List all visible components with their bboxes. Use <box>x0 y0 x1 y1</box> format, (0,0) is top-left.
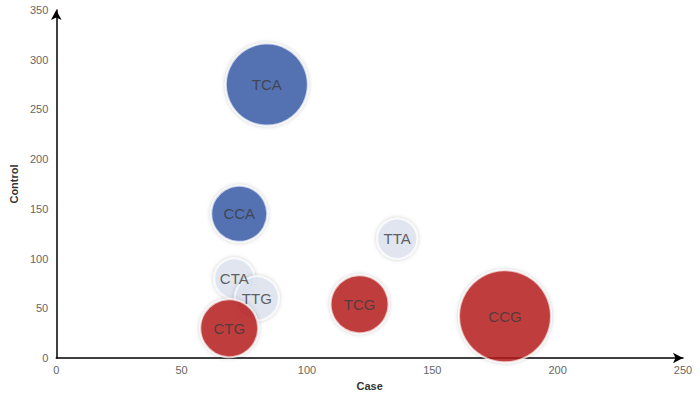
svg-text:TCA: TCA <box>252 76 282 93</box>
svg-text:200: 200 <box>30 153 48 165</box>
svg-text:350: 350 <box>30 4 48 16</box>
svg-text:Case: Case <box>356 380 382 392</box>
svg-text:200: 200 <box>548 364 566 376</box>
svg-text:250: 250 <box>30 103 48 115</box>
svg-text:CCG: CCG <box>488 308 521 325</box>
svg-text:150: 150 <box>30 203 48 215</box>
svg-text:CTA: CTA <box>220 270 249 287</box>
svg-text:250: 250 <box>674 364 692 376</box>
svg-text:0: 0 <box>53 364 59 376</box>
svg-text:300: 300 <box>30 54 48 66</box>
svg-text:0: 0 <box>42 352 48 364</box>
svg-text:100: 100 <box>298 364 316 376</box>
svg-text:100: 100 <box>30 253 48 265</box>
svg-text:CCA: CCA <box>223 205 255 222</box>
svg-text:CTG: CTG <box>213 320 245 337</box>
svg-text:Control: Control <box>8 164 20 203</box>
svg-text:TCG: TCG <box>344 296 376 313</box>
svg-text:TTA: TTA <box>384 230 411 247</box>
svg-text:50: 50 <box>175 364 187 376</box>
svg-text:50: 50 <box>36 302 48 314</box>
svg-text:TTG: TTG <box>242 290 272 307</box>
svg-text:150: 150 <box>423 364 441 376</box>
